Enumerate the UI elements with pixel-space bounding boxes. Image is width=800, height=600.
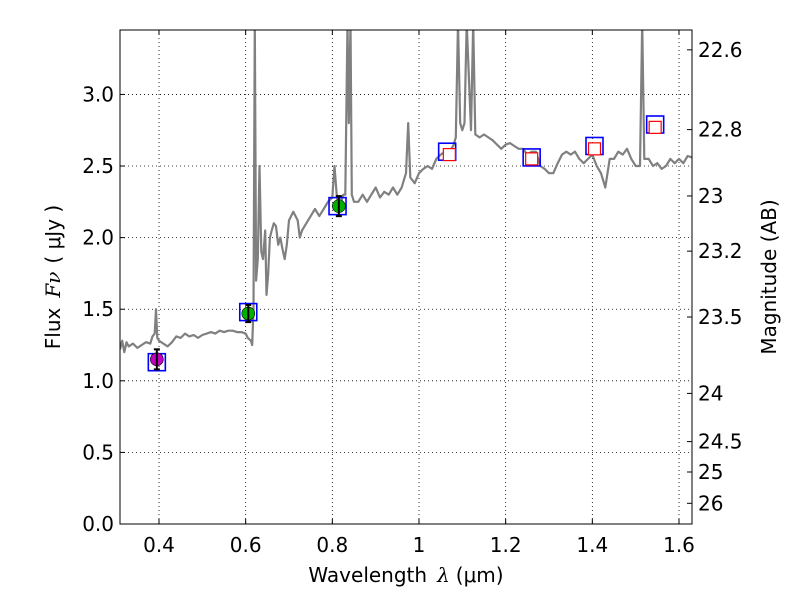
x-tick-label: 0.6: [230, 533, 262, 557]
x-tick-label: 0.8: [316, 533, 348, 557]
y2-tick-label: 23.2: [698, 239, 743, 263]
upper-limit-marker: [648, 120, 662, 134]
y2-tick-label: 24: [698, 381, 723, 405]
y-axis-label-unit: ( μJy ): [41, 205, 65, 264]
x-axis-label-prefix: Wavelength: [308, 563, 427, 587]
y-tick-label: 0.5: [82, 440, 114, 464]
marker-layer: [147, 115, 665, 372]
y-tick-label: 1.0: [82, 369, 114, 393]
axis-ticks: 0.4 0.6 0.8 1 1.2 1.4 1.6 0.0 0.5 1.0 1.5 2.0 2.5 3.0…: [82, 30, 743, 557]
y-axis-label-symbol: Fν: [41, 272, 65, 299]
x-axis-label: Wavelength λ (μm): [308, 563, 503, 587]
upper-limit-marker: [525, 152, 539, 166]
y2-tick-label: 22.8: [698, 118, 743, 142]
series-layer: [120, 30, 692, 354]
y2-tick-label: 24.5: [698, 430, 743, 454]
plot-frame: [119, 29, 693, 525]
model-box: [522, 148, 541, 167]
upper-limit-marker: [587, 142, 602, 156]
x-tick-label: 1.2: [490, 533, 522, 557]
model-box: [328, 196, 347, 216]
y2-tick-label: 22.6: [698, 38, 743, 62]
y-tick-label: 0.0: [82, 512, 114, 536]
y-tick-label: 3.0: [82, 82, 114, 106]
x-axis-label-symbol: λ: [436, 563, 450, 587]
y-axis-label-prefix: Flux: [41, 307, 65, 349]
x-axis-label-unit: (μm): [456, 563, 504, 587]
y2-tick-label: 26: [698, 491, 723, 515]
x-tick-label: 1: [413, 533, 426, 557]
y2-tick-label: 23.5: [698, 305, 743, 329]
y2-tick-label: 25: [698, 460, 723, 484]
y-tick-label: 1.5: [82, 297, 114, 321]
y-axis-label: Flux Fν ( μJy ): [41, 205, 65, 349]
upper-limit-marker: [442, 147, 456, 162]
y2-axis-label: Magnitude (AB): [757, 199, 781, 354]
y-tick-label: 2.5: [82, 154, 114, 178]
y2-tick-label: 23: [698, 184, 723, 208]
y-tick-label: 2.0: [82, 226, 114, 250]
x-tick-label: 0.4: [143, 533, 175, 557]
x-tick-label: 1.4: [576, 533, 608, 557]
spectrum-line: [120, 30, 692, 354]
x-tick-label: 1.6: [663, 533, 695, 557]
